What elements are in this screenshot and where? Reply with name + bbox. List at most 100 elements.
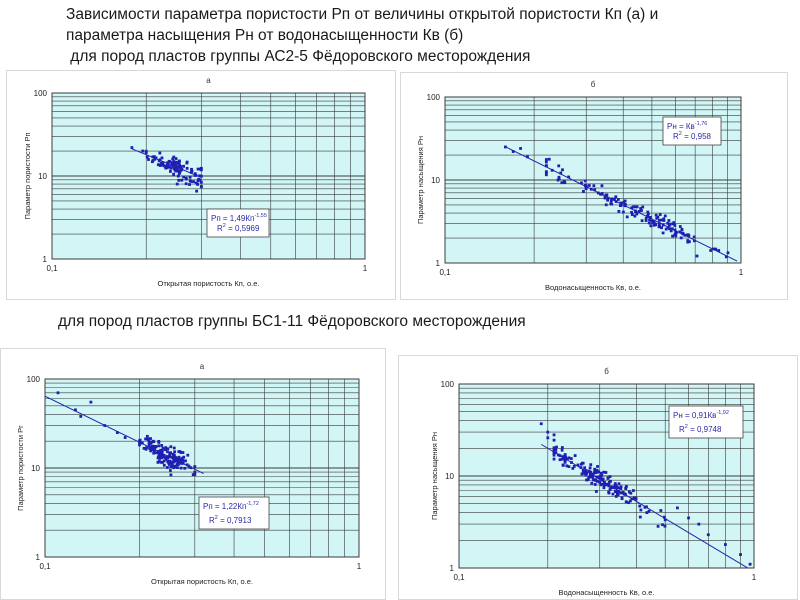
data-point xyxy=(570,461,573,464)
data-point xyxy=(560,181,564,185)
y-tick-label: 100 xyxy=(427,93,441,102)
data-point xyxy=(152,440,156,444)
data-point xyxy=(157,159,161,163)
data-point xyxy=(556,178,560,182)
equation-formula: Рн = 0,91Кв xyxy=(673,411,716,420)
data-point xyxy=(663,518,667,522)
data-point xyxy=(552,451,556,455)
data-point xyxy=(181,459,185,462)
data-point xyxy=(653,222,657,226)
data-point xyxy=(624,500,628,504)
data-point xyxy=(160,449,164,453)
data-point xyxy=(174,459,178,463)
data-point xyxy=(161,461,164,464)
data-point xyxy=(142,446,146,450)
data-point xyxy=(634,496,638,500)
data-point xyxy=(560,448,564,452)
data-point xyxy=(658,213,662,216)
data-point xyxy=(185,463,189,467)
data-point xyxy=(660,218,664,222)
equation-box: Рн = 0,91Кв-1,92 R2 = 0,9748 xyxy=(668,405,744,439)
data-point xyxy=(687,240,691,244)
data-point xyxy=(147,440,151,444)
data-point xyxy=(188,183,191,186)
data-point xyxy=(593,188,597,192)
data-point xyxy=(650,219,654,223)
data-point xyxy=(661,231,665,235)
data-point xyxy=(557,164,561,168)
data-point xyxy=(172,466,176,470)
data-point xyxy=(579,462,583,466)
data-point xyxy=(199,174,203,178)
heading: Зависимости параметра пористости Рп от в… xyxy=(66,4,658,67)
data-point xyxy=(178,457,181,461)
data-point xyxy=(153,445,157,449)
data-point xyxy=(193,470,197,474)
data-point xyxy=(148,447,152,451)
data-point xyxy=(176,466,179,470)
data-point xyxy=(160,455,163,459)
data-point xyxy=(687,516,690,520)
data-point xyxy=(152,155,156,159)
data-point xyxy=(544,171,548,174)
data-point xyxy=(595,479,599,483)
r2-exponent: 2 xyxy=(223,223,226,229)
data-point xyxy=(561,455,565,459)
equation-exponent: -1,76 xyxy=(695,121,708,127)
equation-text: Рн = Кв-1,76 xyxy=(667,121,707,131)
data-point xyxy=(585,471,589,475)
data-point xyxy=(619,487,623,491)
data-point xyxy=(624,487,628,491)
data-point xyxy=(176,174,180,178)
data-point xyxy=(629,491,633,495)
data-point xyxy=(638,515,642,519)
data-point xyxy=(608,475,612,478)
data-point xyxy=(686,239,690,242)
data-point xyxy=(79,414,83,418)
data-point xyxy=(576,463,580,467)
data-point xyxy=(655,216,659,220)
data-point xyxy=(663,214,667,218)
data-point xyxy=(175,169,179,173)
data-point xyxy=(591,475,595,479)
data-point xyxy=(616,198,620,201)
data-point xyxy=(614,200,618,203)
data-point xyxy=(173,456,177,459)
data-point xyxy=(643,505,647,509)
data-point xyxy=(646,210,650,214)
x-tick-label: 1 xyxy=(739,268,744,277)
grid-lines xyxy=(51,92,366,260)
data-point xyxy=(724,255,728,259)
data-point xyxy=(175,160,179,164)
equation-frame xyxy=(668,405,744,439)
data-point xyxy=(174,464,177,468)
data-point xyxy=(160,444,164,447)
data-point xyxy=(145,434,149,438)
data-point xyxy=(619,203,623,207)
data-point xyxy=(671,234,674,238)
data-point xyxy=(173,450,177,454)
data-point xyxy=(567,465,571,469)
data-point xyxy=(544,164,548,168)
data-point xyxy=(607,484,611,488)
data-point xyxy=(580,472,584,476)
data-point xyxy=(103,424,107,427)
data-point xyxy=(668,222,672,226)
data-point xyxy=(180,178,184,182)
data-point xyxy=(709,249,713,252)
data-point xyxy=(179,460,183,464)
data-point xyxy=(511,150,515,153)
equation-frame xyxy=(662,116,722,146)
data-point xyxy=(603,196,607,200)
heading-line-3: для пород пластов группы АС2-5 Фёдоровск… xyxy=(66,48,531,65)
data-point xyxy=(150,445,154,449)
data-point xyxy=(622,201,626,204)
data-point xyxy=(180,168,183,172)
data-point xyxy=(695,254,699,258)
x-axis-label: Открытая пористость Кп, о.е. xyxy=(158,279,260,288)
equation-exponent: -1,55 xyxy=(254,213,267,219)
